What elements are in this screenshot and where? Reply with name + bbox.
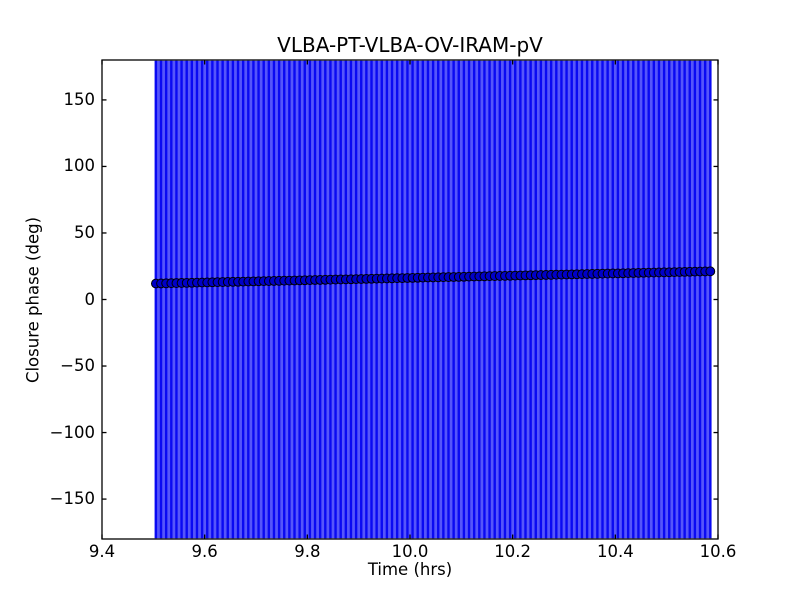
y-tick-label: −100 (49, 422, 95, 442)
x-axis-label: Time (hrs) (367, 560, 453, 579)
x-tick-label: 10.4 (596, 542, 634, 561)
x-tick-label: 9.6 (191, 542, 218, 561)
x-tick-label: 10.2 (494, 542, 532, 561)
y-tick-label: −50 (60, 356, 95, 376)
y-tick-label: 50 (74, 222, 95, 242)
x-tick-label: 10.0 (391, 542, 429, 561)
y-tick-label: 100 (63, 156, 96, 176)
x-tick-label: 10.6 (699, 542, 737, 561)
data-point (705, 266, 716, 277)
y-tick-label: 0 (84, 289, 96, 309)
x-tick-label: 9.4 (88, 542, 116, 561)
y-tick-label: −150 (49, 489, 95, 509)
chart-title: VLBA-PT-VLBA-OV-IRAM-pV (277, 33, 543, 57)
x-tick-label: 9.8 (294, 542, 321, 561)
y-tick-label: 150 (63, 89, 96, 109)
